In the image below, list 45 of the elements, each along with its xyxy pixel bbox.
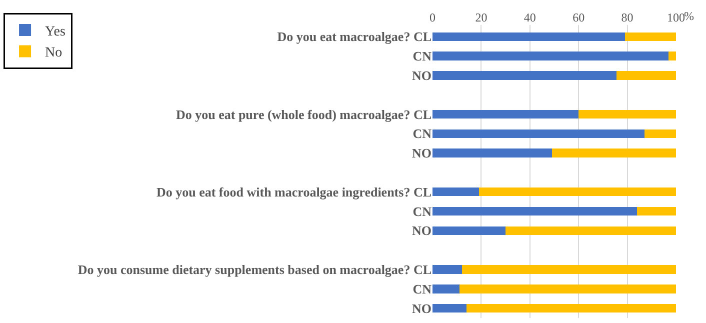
- bar: [432, 148, 552, 158]
- bar: [552, 148, 676, 158]
- bar: [432, 265, 462, 274]
- y-tick-label: Do you eat food with macroalgae ingredients? CL: [156, 184, 432, 200]
- x-tick-label: 40: [524, 10, 536, 25]
- legend-label: Yes: [45, 24, 66, 40]
- x-tick-label: 100: [667, 10, 685, 25]
- y-tick-label: NO: [412, 68, 432, 83]
- x-tick-label: 20: [475, 10, 488, 25]
- x-tick-label: 0: [430, 10, 436, 25]
- y-tick-label: CN: [412, 204, 432, 219]
- bar: [432, 206, 638, 216]
- bar: [478, 188, 676, 196]
- bar: [459, 284, 676, 294]
- y-tick-label: NO: [412, 223, 432, 238]
- bar: [432, 284, 460, 294]
- y-tick-label: NO: [412, 300, 432, 316]
- bar: [432, 129, 644, 138]
- x-tick-label: 80: [621, 10, 634, 25]
- bar: [462, 265, 676, 274]
- x-tick-label: 60: [572, 10, 585, 25]
- bar: [506, 226, 676, 236]
- bar: [616, 71, 676, 80]
- bar: [432, 188, 479, 196]
- bar: [432, 110, 579, 119]
- legend-label: No: [45, 46, 62, 61]
- x-axis-title: %: [684, 9, 694, 23]
- bar: [432, 304, 467, 313]
- bar: [432, 71, 616, 80]
- bar: [668, 52, 676, 60]
- y-tick-label: Do you eat macroalgae? CL: [277, 29, 432, 44]
- bar: [624, 32, 676, 42]
- y-tick-label: CN: [412, 48, 432, 64]
- bar: [466, 304, 676, 313]
- bar: [432, 32, 625, 42]
- y-tick-label: CN: [412, 126, 432, 142]
- y-tick-label: Do you eat pure (whole food) macroalgae? CL: [176, 106, 432, 122]
- y-tick-label: Do you consume dietary supplements based on macroalgae? CL: [78, 262, 432, 278]
- bar: [432, 52, 669, 60]
- bar: [637, 206, 676, 216]
- y-tick-label: CN: [412, 281, 432, 296]
- bar: [578, 110, 676, 119]
- y-tick-label: NO: [412, 146, 432, 161]
- bar: [644, 129, 676, 138]
- bar: [432, 226, 506, 236]
